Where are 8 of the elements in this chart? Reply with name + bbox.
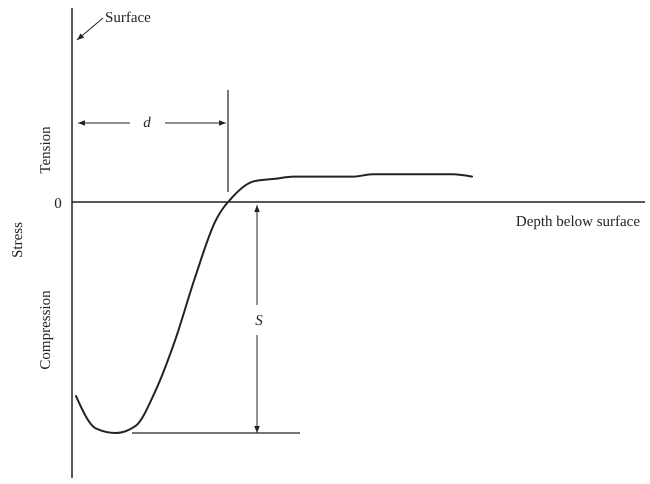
text: Compression <box>38 290 54 370</box>
text: Tension <box>38 126 54 174</box>
annotation: S <box>255 313 264 329</box>
text: 0 <box>54 196 62 212</box>
text: Surface <box>105 10 152 26</box>
x-axis-title: Depth below surface <box>516 214 640 230</box>
text: d <box>143 115 152 131</box>
y-axis-title: Stress <box>10 222 26 258</box>
